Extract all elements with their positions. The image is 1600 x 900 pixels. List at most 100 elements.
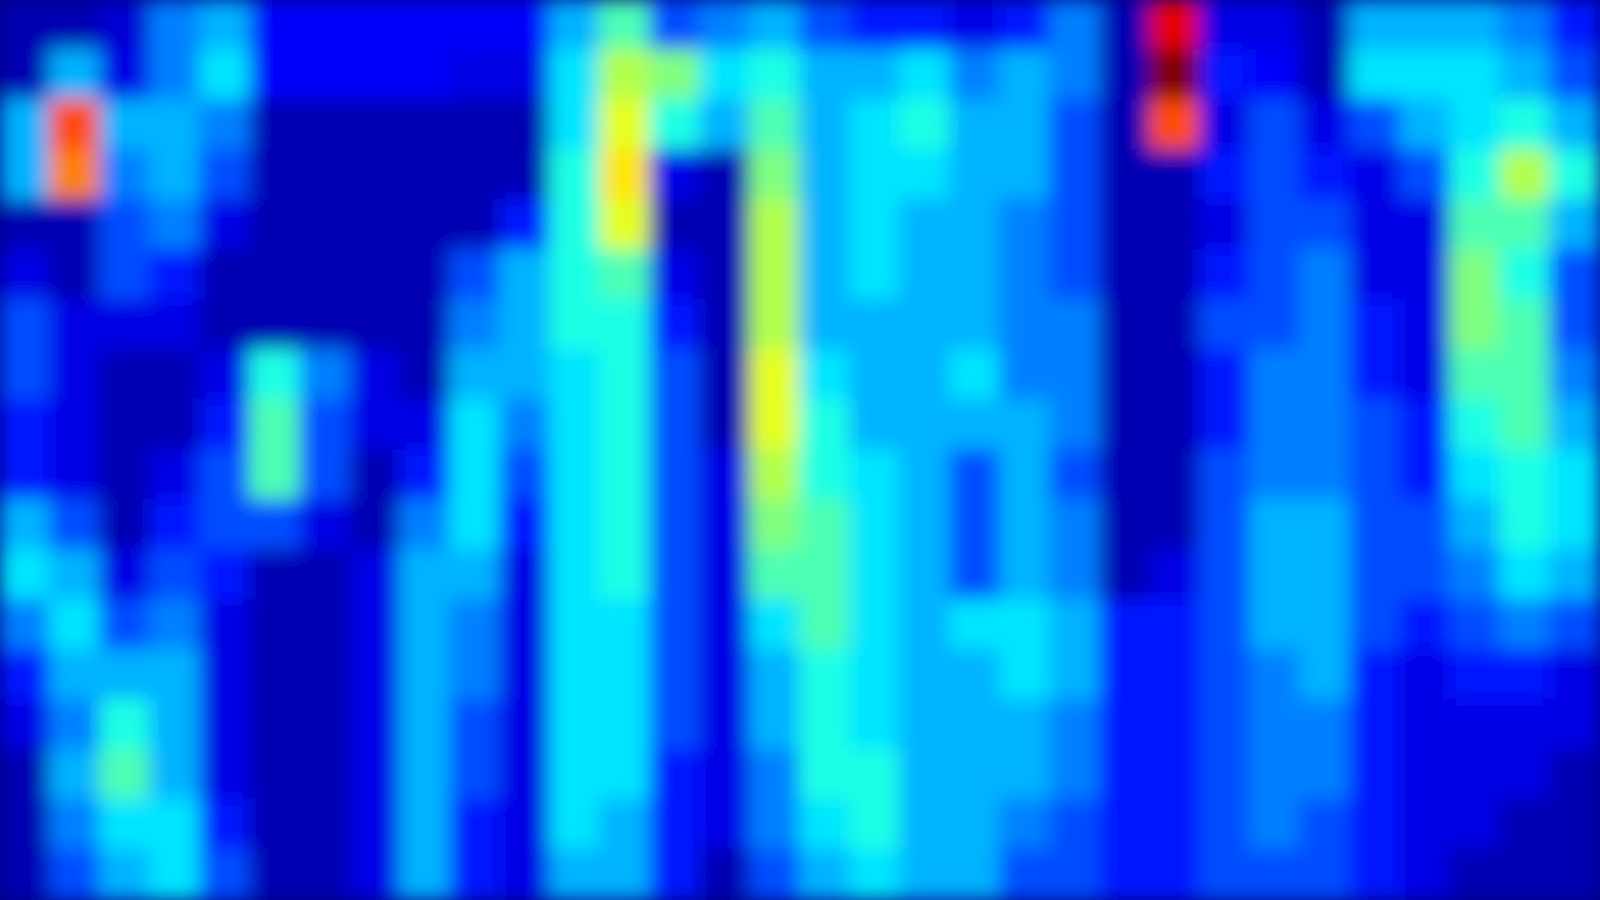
heatmap-cell	[549, 499, 601, 551]
heatmap-cell	[449, 749, 501, 801]
heatmap-cell	[449, 649, 501, 701]
heatmap-cell	[149, 399, 201, 451]
heatmap-cell	[99, 349, 151, 401]
heatmap-cell	[149, 449, 201, 501]
heatmap-cell	[349, 749, 401, 801]
heatmap-cell	[1299, 549, 1351, 601]
heatmap-cell	[1099, 649, 1151, 701]
heatmap-cell	[49, 599, 101, 651]
heatmap-cell	[1549, 0, 1600, 51]
heatmap-cell	[549, 749, 601, 801]
heatmap-cell	[1299, 149, 1351, 201]
heatmap-cell	[1149, 199, 1201, 251]
heatmap-cell	[1349, 99, 1401, 151]
heatmap-cell	[249, 349, 301, 401]
heatmap-cell	[499, 149, 551, 201]
heatmap-cell	[749, 249, 801, 301]
heatmap-cell	[1049, 799, 1101, 851]
heatmap-cell	[299, 299, 351, 351]
heatmap-cell	[1049, 0, 1101, 51]
heatmap-cell	[249, 799, 301, 851]
heatmap-cell	[0, 749, 51, 801]
heatmap-cell	[449, 549, 501, 601]
heatmap-cell	[349, 249, 401, 301]
heatmap-cell	[1099, 299, 1151, 351]
heatmap-cell	[199, 649, 251, 701]
heatmap-cell	[849, 749, 901, 801]
heatmap-cell	[749, 749, 801, 801]
heatmap-cell	[1149, 349, 1201, 401]
heatmap-cell	[899, 299, 951, 351]
heatmap-cell	[99, 749, 151, 801]
heatmap-cell	[1299, 749, 1351, 801]
heatmap-cell	[749, 849, 801, 900]
heatmap-cell	[1549, 199, 1600, 251]
heatmap-cell	[299, 599, 351, 651]
heatmap-cell	[1149, 399, 1201, 451]
heatmap-cell	[199, 849, 251, 900]
heatmap-cell	[899, 199, 951, 251]
heatmap-cell	[1399, 599, 1451, 651]
heatmap-cell	[999, 499, 1051, 551]
heatmap-cell	[299, 549, 351, 601]
heatmap-cell	[249, 499, 301, 551]
heatmap-cell	[349, 199, 401, 251]
heatmap-cell	[849, 799, 901, 851]
heatmap-cell	[399, 749, 451, 801]
heatmap-cell	[1199, 699, 1251, 751]
heatmap-cell	[1199, 849, 1251, 900]
heatmap-cell	[1299, 249, 1351, 301]
heatmap-cell	[1149, 49, 1201, 101]
heatmap-cell	[1049, 649, 1101, 701]
heatmap-cell	[949, 49, 1001, 101]
heatmap-cell	[149, 49, 201, 101]
heatmap-cell	[1049, 499, 1101, 551]
heatmap-cell	[149, 0, 201, 51]
heatmap-cell	[0, 199, 51, 251]
heatmap-cell	[549, 299, 601, 351]
heatmap-cell	[349, 399, 401, 451]
heatmap-cell	[1199, 599, 1251, 651]
heatmap-cell	[699, 49, 751, 101]
heatmap-cell	[849, 249, 901, 301]
heatmap-cell	[0, 849, 51, 900]
heatmap-cell	[1549, 299, 1600, 351]
heatmap-cell	[1249, 449, 1301, 501]
heatmap-cell	[299, 249, 351, 301]
heatmap-cell	[1299, 649, 1351, 701]
heatmap-cell	[1149, 99, 1201, 151]
heatmap-cell	[1499, 149, 1551, 201]
heatmap-cell	[599, 749, 651, 801]
heatmap-cell	[499, 649, 551, 701]
heatmap-cell	[799, 649, 851, 701]
heatmap-cell	[1299, 699, 1351, 751]
heatmap-cell	[149, 99, 201, 151]
heatmap-cell	[199, 449, 251, 501]
heatmap-cell	[749, 549, 801, 601]
heatmap-cell	[649, 149, 701, 201]
heatmap-cell	[49, 0, 101, 51]
heatmap-cell	[799, 349, 851, 401]
heatmap-cell	[1049, 449, 1101, 501]
heatmap-cell	[599, 799, 651, 851]
heatmap-cell	[0, 99, 51, 151]
heatmap-cell	[1249, 699, 1301, 751]
heatmap-cell	[349, 499, 401, 551]
heatmap-cell	[99, 699, 151, 751]
heatmap-cell	[399, 199, 451, 251]
heatmap-cell	[649, 299, 701, 351]
heatmap-cell	[149, 849, 201, 900]
heatmap-cell	[1199, 299, 1251, 351]
heatmap-cell	[1449, 399, 1501, 451]
heatmap-cell	[1349, 449, 1401, 501]
heatmap-cell	[1549, 749, 1600, 801]
heatmap-cell	[599, 349, 651, 401]
heatmap-cell	[1449, 0, 1501, 51]
heatmap-cell	[499, 299, 551, 351]
heatmap-cell	[449, 49, 501, 101]
heatmap-cell	[1449, 749, 1501, 801]
heatmap-cell	[1349, 499, 1401, 551]
heatmap-cell	[499, 199, 551, 251]
heatmap-cell	[1199, 649, 1251, 701]
heatmap-cell	[249, 649, 301, 701]
